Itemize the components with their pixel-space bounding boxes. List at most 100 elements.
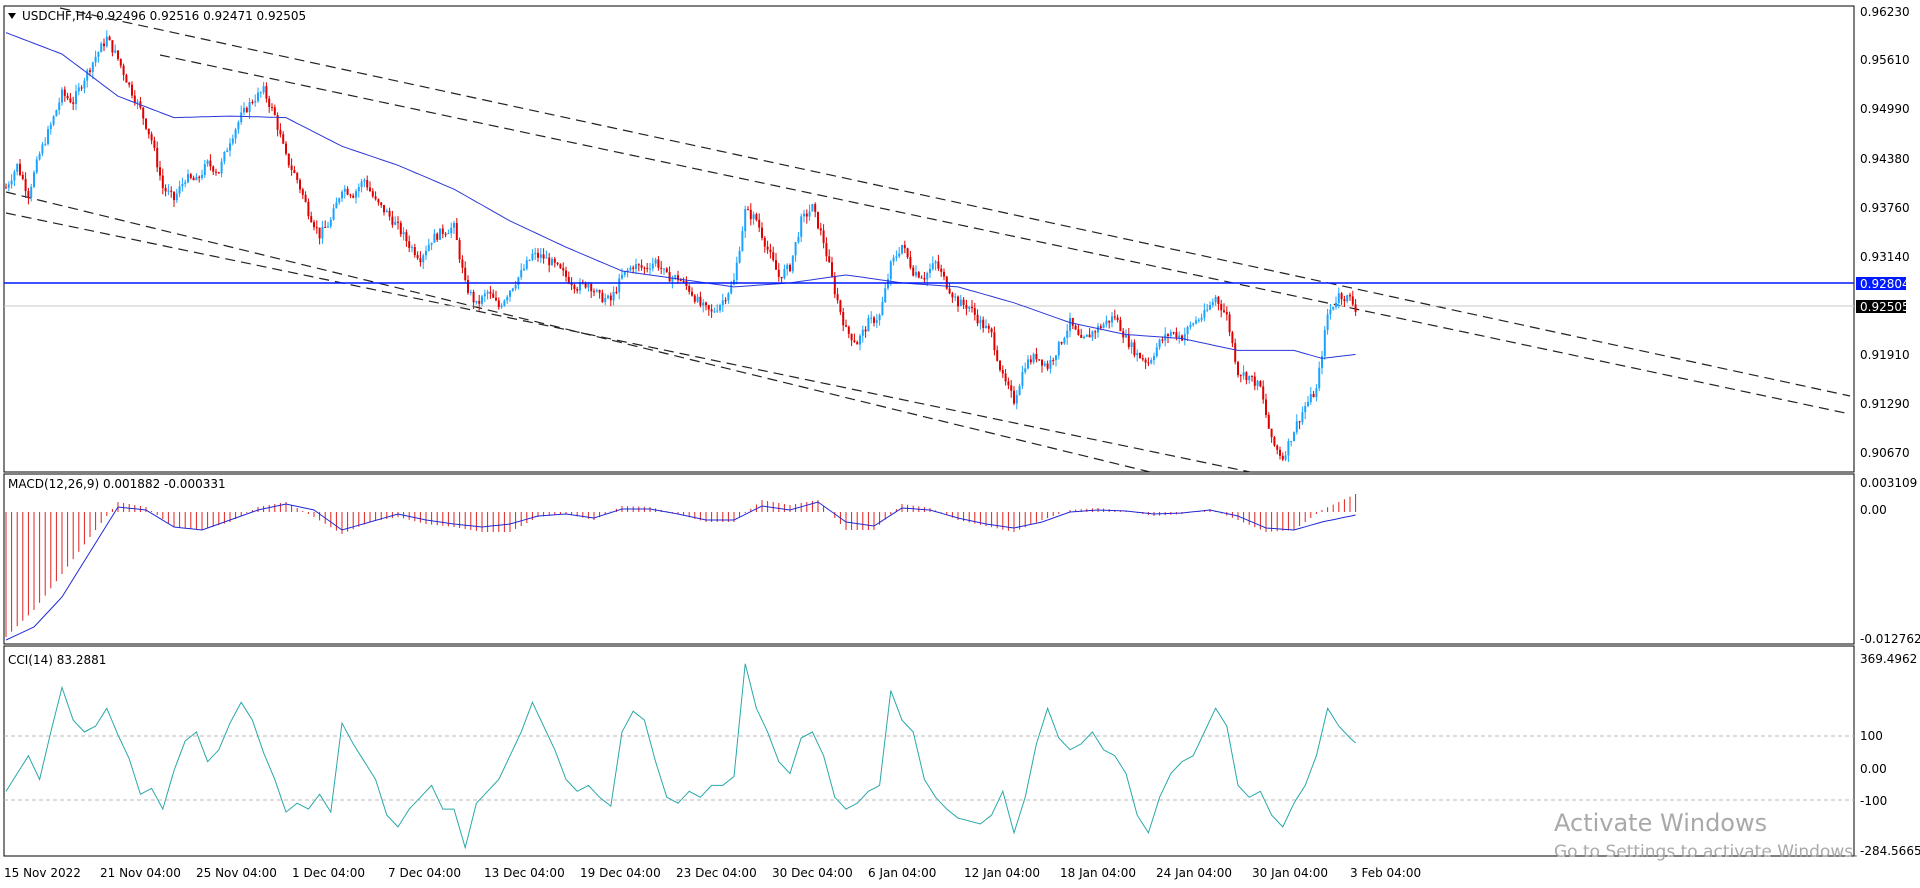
candle-body[interactable] [184,182,187,184]
candle-body[interactable] [682,281,685,283]
candle-body[interactable] [525,260,528,269]
candle-body[interactable] [105,36,108,47]
candle-body[interactable] [1119,319,1122,332]
candle-body[interactable] [1253,376,1256,386]
candle-body[interactable] [500,305,503,308]
candle-body[interactable] [738,250,741,263]
candle-body[interactable] [1237,361,1239,376]
candle-body[interactable] [1231,332,1234,344]
candle-body[interactable] [77,87,80,92]
candle-body[interactable] [607,295,609,299]
candle-body[interactable] [377,199,380,203]
candle-body[interactable] [831,262,833,277]
candle-body[interactable] [920,277,923,279]
candle-body[interactable] [677,275,679,281]
candle-body[interactable] [142,107,145,119]
candle-body[interactable] [553,258,556,263]
candle-body[interactable] [567,276,570,283]
candle-body[interactable] [987,325,990,329]
candle-body[interactable] [1315,388,1318,398]
candle-body[interactable] [360,181,363,188]
candle-body[interactable] [727,293,730,301]
candle-body[interactable] [819,228,822,231]
candle-body[interactable] [83,80,86,89]
candle-body[interactable] [1057,341,1060,356]
candle-body[interactable] [1105,320,1108,325]
candle-body[interactable] [1262,386,1265,400]
candle-body[interactable] [478,300,481,304]
candle-body[interactable] [1088,334,1091,338]
candle-body[interactable] [741,231,744,251]
candle-body[interactable] [187,174,189,183]
candle-body[interactable] [35,159,38,173]
candle-body[interactable] [702,302,705,306]
candle-body[interactable] [693,295,696,302]
candle-body[interactable] [111,40,114,53]
candle-body[interactable] [201,175,203,178]
candle-body[interactable] [870,317,873,319]
candle-body[interactable] [125,74,128,83]
candle-body[interactable] [713,311,716,313]
price-scale[interactable]: 0.96230 0.95610 0.94990 0.94380 0.93760 … [1860,5,1910,460]
candle-body[interactable] [786,264,789,270]
candle-body[interactable] [663,268,665,270]
candle-body[interactable] [1063,337,1066,344]
candle-body[interactable] [86,70,89,81]
candle-body[interactable] [217,172,220,174]
candle-body[interactable] [573,285,576,290]
candle-body[interactable] [1161,339,1164,341]
candle-body[interactable] [593,291,595,293]
candle-body[interactable] [19,163,21,175]
channel-lower-line-1[interactable] [5,191,1151,473]
candle-body[interactable] [41,144,44,154]
candle-body[interactable] [1169,332,1172,337]
candle-body[interactable] [598,290,601,293]
candle-body[interactable] [811,204,814,212]
candle-body[interactable] [251,102,254,104]
candle-body[interactable] [651,263,654,269]
candle-body[interactable] [97,52,100,57]
candle-body[interactable] [909,257,912,268]
candle-body[interactable] [318,227,321,239]
candle-body[interactable] [629,267,632,271]
candle-body[interactable] [912,267,915,276]
candle-body[interactable] [699,296,702,306]
candle-body[interactable] [766,246,769,250]
candle-body[interactable] [539,254,542,258]
candle-body[interactable] [937,261,940,269]
candle-body[interactable] [170,190,173,192]
candle-body[interactable] [447,233,450,235]
candle-body[interactable] [55,110,58,117]
candle-body[interactable] [990,328,993,333]
candle-body[interactable] [618,278,621,293]
candle-body[interactable] [710,309,713,312]
candle-body[interactable] [1004,373,1007,382]
candle-body[interactable] [621,274,623,279]
candle-body[interactable] [324,226,327,228]
candle-body[interactable] [1046,363,1049,369]
candle-body[interactable] [635,264,637,269]
candle-body[interactable] [80,87,83,89]
candle-body[interactable] [220,161,223,174]
candle-body[interactable] [44,143,47,145]
candle-body[interactable] [979,319,982,324]
candle-body[interactable] [993,332,996,351]
candle-body[interactable] [425,250,427,256]
candle-body[interactable] [198,176,201,178]
candle-body[interactable] [327,226,329,228]
candle-body[interactable] [1035,354,1038,360]
candle-body[interactable] [296,172,299,180]
candle-body[interactable] [794,242,797,256]
candle-body[interactable] [1321,356,1323,368]
candle-body[interactable] [38,153,41,160]
candle-body[interactable] [548,257,551,266]
candle-body[interactable] [1197,319,1200,321]
candle-body[interactable] [481,296,483,304]
candle-body[interactable] [867,318,870,332]
candle-body[interactable] [903,244,906,249]
candle-body[interactable] [1239,375,1242,377]
candle-body[interactable] [301,189,304,195]
candle-body[interactable] [915,272,917,276]
candle-body[interactable] [556,262,559,265]
